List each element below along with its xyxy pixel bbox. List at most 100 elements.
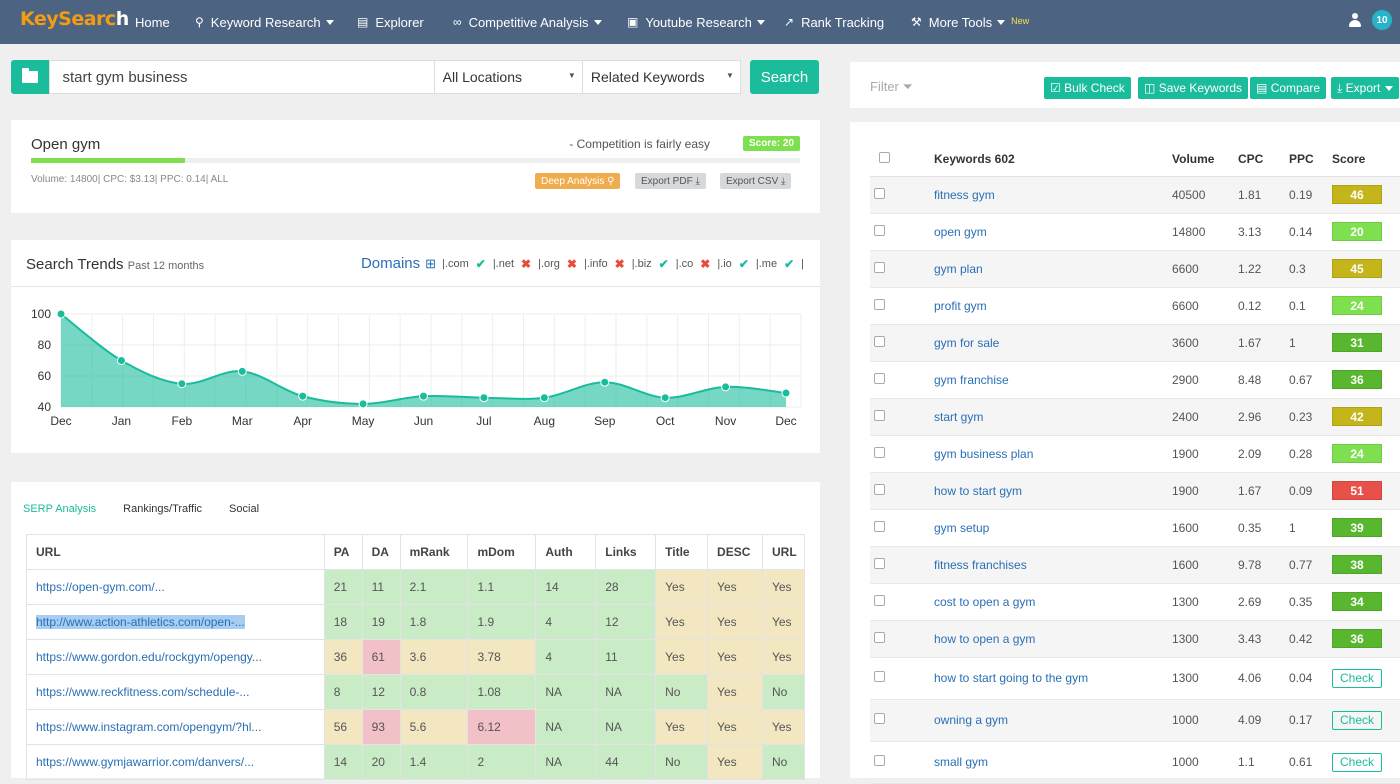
data-point[interactable]	[781, 388, 791, 398]
user-icon[interactable]	[1348, 13, 1362, 29]
row-checkbox[interactable]	[874, 446, 885, 458]
check-score-button[interactable]: Check	[1332, 752, 1382, 772]
export-pdf-button[interactable]: Export PDF ⤓	[635, 173, 706, 189]
row-checkbox[interactable]	[874, 594, 885, 606]
row-checkbox[interactable]	[874, 372, 885, 384]
serp-col-url[interactable]: URL	[761, 534, 806, 570]
nav-youtube-research[interactable]: ▣ Youtube Research	[627, 0, 765, 44]
serp-col-auth[interactable]: Auth	[535, 534, 597, 570]
data-point[interactable]	[539, 393, 549, 403]
keyword-link[interactable]: gym franchise	[934, 361, 1172, 399]
search-input[interactable]: start gym business	[49, 60, 435, 94]
keyword-link[interactable]: owning a gym	[934, 699, 1172, 742]
keyword-link[interactable]: how to start going to the gym	[934, 657, 1172, 700]
data-point[interactable]	[419, 391, 428, 401]
serp-col-mdom[interactable]: mDom	[467, 534, 537, 570]
check-score-button[interactable]: Check	[1332, 710, 1382, 730]
row-checkbox[interactable]	[874, 483, 885, 495]
col-ppc[interactable]: PPC	[1289, 142, 1332, 177]
compare-button[interactable]: ▤ Compare	[1250, 77, 1327, 99]
keyword-link[interactable]: how to open a gym	[934, 620, 1172, 658]
data-point[interactable]	[237, 366, 247, 376]
serp-url-link[interactable]: https://www.gordon.edu/rockgym/opengy...	[36, 650, 262, 664]
nav-keyword-research[interactable]: ⚲ Keyword Research	[195, 0, 334, 44]
keyword-link[interactable]: profit gym	[934, 287, 1172, 325]
keyword-link[interactable]: gym setup	[934, 509, 1172, 547]
mode-select[interactable]: Related Keywords ▼	[582, 60, 741, 94]
data-point[interactable]	[479, 393, 489, 403]
serp-metric-cell: 1.1	[467, 569, 537, 605]
saved-lists-button[interactable]	[11, 60, 50, 94]
export-button[interactable]: ⤓ Export	[1331, 77, 1400, 99]
keyword-link[interactable]: cost to open a gym	[934, 583, 1172, 621]
row-checkbox[interactable]	[874, 261, 885, 273]
keyword-link[interactable]: small gym	[934, 741, 1172, 784]
nav-more-tools[interactable]: ⚒ More Tools New	[911, 0, 1029, 44]
row-checkbox[interactable]	[874, 631, 885, 643]
filter-button[interactable]: Filter ⏷	[870, 79, 913, 95]
serp-col-title[interactable]: Title	[655, 534, 709, 570]
serp-col-mrank[interactable]: mRank	[399, 534, 469, 570]
deep-analysis-button[interactable]: Deep Analysis ⚲	[535, 173, 621, 189]
serp-col-links[interactable]: Links	[595, 534, 657, 570]
col-keywords[interactable]: Keywords 602	[934, 142, 1172, 177]
row-checkbox[interactable]	[874, 713, 885, 724]
data-point[interactable]	[358, 399, 368, 409]
data-point[interactable]	[56, 309, 66, 319]
col-cpc[interactable]: CPC	[1238, 142, 1289, 177]
save-keywords-button[interactable]: ◫ Save Keywords	[1138, 77, 1249, 99]
row-checkbox[interactable]	[874, 409, 885, 421]
volume-cell: 14800	[1172, 213, 1238, 251]
data-point[interactable]	[721, 382, 731, 392]
row-checkbox[interactable]	[874, 224, 885, 236]
select-all-checkbox[interactable]	[879, 151, 890, 163]
serp-url-link[interactable]: https://open-gym.com/...	[36, 580, 165, 594]
keyword-link[interactable]: fitness gym	[934, 176, 1172, 214]
col-volume[interactable]: Volume	[1172, 142, 1238, 177]
serp-url-link[interactable]: https://www.reckfitness.com/schedule-...	[36, 685, 250, 699]
keyword-link[interactable]: gym for sale	[934, 324, 1172, 362]
keyword-link[interactable]: open gym	[934, 213, 1172, 251]
data-point[interactable]	[298, 391, 308, 401]
data-point[interactable]	[660, 393, 670, 403]
tab-rankings-traffic[interactable]: Rankings/Traffic	[123, 503, 203, 515]
location-select[interactable]: All Locations ▼	[434, 60, 583, 94]
row-checkbox[interactable]	[874, 755, 885, 766]
plus-square-icon[interactable]: ⊞	[425, 255, 437, 271]
row-checkbox[interactable]	[874, 298, 885, 310]
tab-social[interactable]: Social	[229, 503, 260, 515]
check-score-button[interactable]: Check	[1332, 668, 1382, 688]
row-checkbox[interactable]	[874, 671, 885, 682]
domains-label[interactable]: Domains	[360, 255, 421, 272]
serp-col-pa[interactable]: PA	[323, 534, 363, 570]
row-checkbox[interactable]	[874, 520, 885, 532]
serp-col-desc[interactable]: DESC	[707, 534, 763, 570]
keyword-link[interactable]: gym business plan	[934, 435, 1172, 473]
serp-col-url[interactable]: URL	[26, 534, 325, 570]
row-checkbox[interactable]	[874, 187, 885, 199]
serp-url-link[interactable]: https://www.instagram.com/opengym/?hl...	[36, 720, 262, 734]
nav-home[interactable]: Home	[135, 0, 170, 44]
serp-url-link[interactable]: http://www.action-athletics.com/open-...	[36, 615, 245, 629]
serp-col-da[interactable]: DA	[361, 534, 401, 570]
keysearch-logo[interactable]: KeySearch	[20, 8, 129, 30]
row-checkbox[interactable]	[874, 557, 885, 569]
data-point[interactable]	[177, 379, 187, 389]
export-csv-button[interactable]: Export CSV ⤓	[720, 173, 792, 189]
nav-competitive-analysis[interactable]: ∞ Competitive Analysis	[453, 0, 602, 44]
search-button[interactable]: Search	[749, 60, 819, 94]
row-checkbox[interactable]	[874, 335, 885, 347]
data-point[interactable]	[600, 377, 610, 387]
bulk-check-button[interactable]: ☑ Bulk Check	[1044, 77, 1131, 99]
nav-rank-tracking[interactable]: ↗ Rank Tracking	[784, 0, 884, 44]
nav-explorer[interactable]: ▤ Explorer	[357, 0, 424, 44]
keyword-link[interactable]: how to start gym	[934, 472, 1172, 510]
data-point[interactable]	[116, 356, 126, 365]
col-score[interactable]: Score	[1332, 142, 1400, 177]
keyword-link[interactable]: fitness franchises	[934, 546, 1172, 584]
notification-badge[interactable]: 10	[1372, 10, 1392, 30]
serp-url-link[interactable]: https://www.gymjawarrior.com/danvers/...	[36, 755, 255, 769]
keyword-link[interactable]: gym plan	[934, 250, 1172, 288]
keyword-link[interactable]: start gym	[934, 398, 1172, 436]
tab-serp-analysis[interactable]: SERP Analysis	[23, 503, 97, 515]
